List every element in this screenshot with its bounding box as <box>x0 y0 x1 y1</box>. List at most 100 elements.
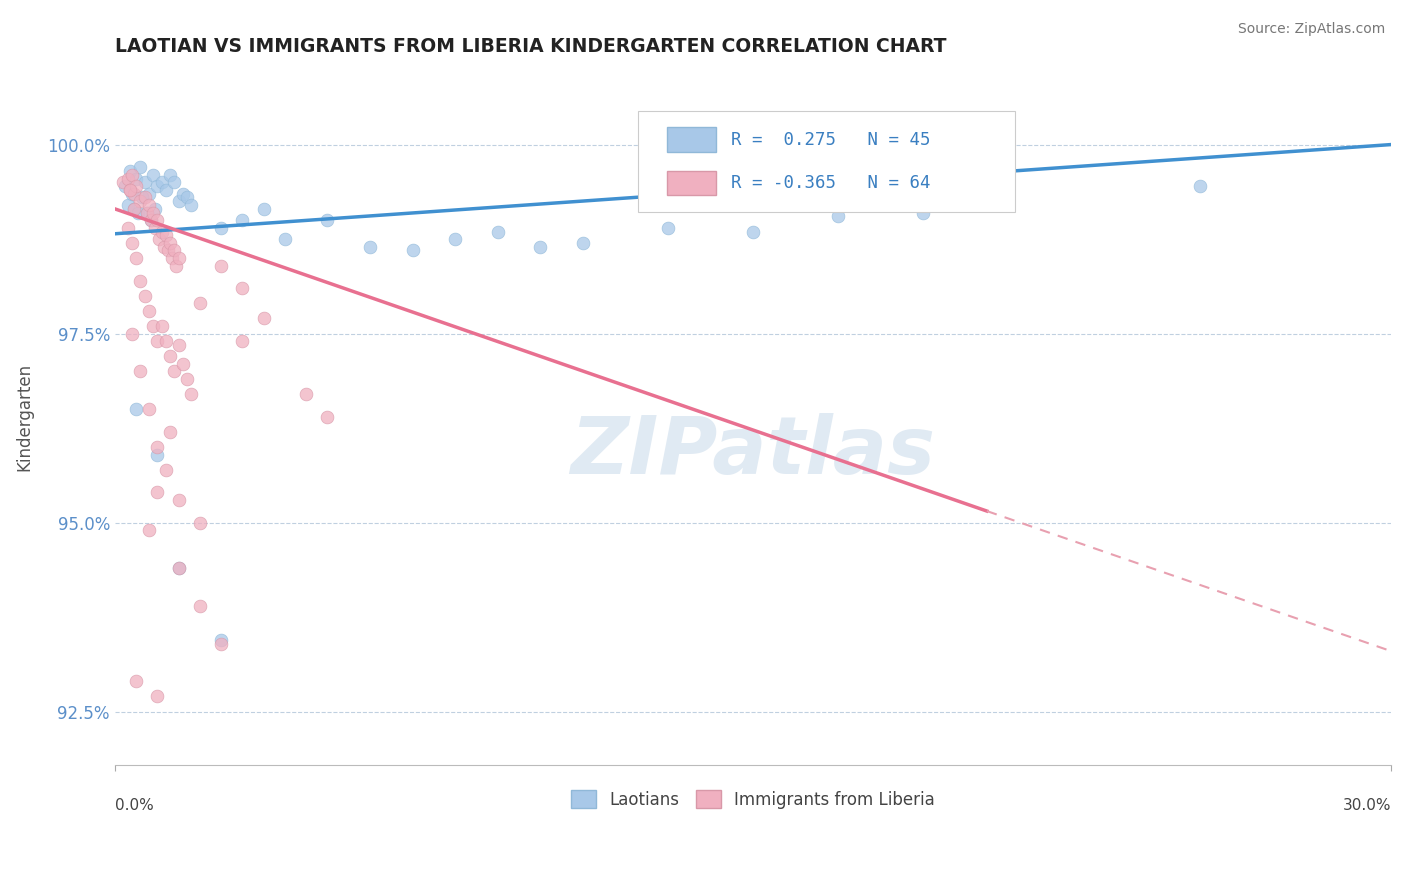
Point <box>135 205 157 219</box>
Point <box>163 244 186 258</box>
Point <box>155 334 177 348</box>
Point <box>172 186 194 201</box>
Point <box>188 599 211 613</box>
Point <box>138 402 160 417</box>
Text: LAOTIAN VS IMMIGRANTS FROM LIBERIA KINDERGARTEN CORRELATION CHART: LAOTIAN VS IMMIGRANTS FROM LIBERIA KINDE… <box>115 37 946 56</box>
Point <box>129 194 152 209</box>
Point <box>160 251 183 265</box>
Point <box>134 175 156 189</box>
Point <box>122 202 145 216</box>
Point <box>117 171 139 186</box>
FancyBboxPatch shape <box>638 111 1015 211</box>
Point <box>167 194 190 209</box>
Point <box>167 338 190 352</box>
Point <box>138 198 160 212</box>
Point <box>401 244 423 258</box>
Point <box>148 232 170 246</box>
Point <box>146 690 169 704</box>
Text: 0.0%: 0.0% <box>115 797 153 813</box>
Point <box>129 161 152 175</box>
Text: R = -0.365   N = 64: R = -0.365 N = 64 <box>731 174 931 192</box>
Point <box>231 281 253 295</box>
Point <box>125 674 148 689</box>
Point <box>209 259 232 273</box>
Point <box>121 168 143 182</box>
Point <box>827 210 849 224</box>
Point <box>167 561 190 575</box>
Point <box>156 244 179 258</box>
Point <box>134 289 156 303</box>
Point <box>912 205 935 219</box>
Point <box>155 463 177 477</box>
Point <box>122 202 145 216</box>
Point <box>163 364 186 378</box>
Bar <box>668 170 716 194</box>
Point <box>657 220 679 235</box>
Point <box>295 387 318 401</box>
Point <box>167 561 190 575</box>
Point <box>529 239 551 253</box>
Point <box>146 213 169 227</box>
Point <box>138 304 160 318</box>
Point <box>117 198 139 212</box>
Point <box>122 186 145 201</box>
Text: R =  0.275   N = 45: R = 0.275 N = 45 <box>731 130 931 149</box>
Point <box>131 190 153 204</box>
Point <box>142 318 165 333</box>
Point <box>167 251 190 265</box>
Point <box>134 190 156 204</box>
Point <box>127 205 149 219</box>
Point <box>159 168 181 182</box>
Point <box>125 251 148 265</box>
Point <box>159 235 181 250</box>
Point <box>138 523 160 537</box>
Point <box>138 186 160 201</box>
Point <box>121 235 143 250</box>
Point <box>117 220 139 235</box>
Point <box>159 349 181 363</box>
Point <box>142 168 165 182</box>
Point <box>152 239 174 253</box>
Point <box>571 235 593 250</box>
Point <box>188 516 211 530</box>
Bar <box>668 128 716 152</box>
Point <box>444 232 467 246</box>
Point <box>167 492 190 507</box>
Y-axis label: Kindergarten: Kindergarten <box>15 363 32 471</box>
Point <box>146 485 169 500</box>
Legend: Laotians, Immigrants from Liberia: Laotians, Immigrants from Liberia <box>564 784 942 815</box>
Point <box>172 357 194 371</box>
Point <box>180 198 202 212</box>
Point <box>359 239 381 253</box>
Point <box>125 402 148 417</box>
Point <box>143 202 166 216</box>
Point <box>997 198 1019 212</box>
Point <box>146 334 169 348</box>
Point <box>146 448 169 462</box>
Point <box>163 175 186 189</box>
Point <box>486 225 509 239</box>
Point <box>741 225 763 239</box>
Point <box>125 171 148 186</box>
Point <box>112 175 135 189</box>
Point <box>231 334 253 348</box>
Point <box>155 228 177 243</box>
Point <box>188 296 211 310</box>
Text: Source: ZipAtlas.com: Source: ZipAtlas.com <box>1237 22 1385 37</box>
Point <box>139 213 162 227</box>
Point <box>142 205 165 219</box>
Point <box>121 186 143 201</box>
Point <box>118 183 141 197</box>
Point <box>143 220 166 235</box>
Point <box>159 425 181 439</box>
Point <box>129 364 152 378</box>
Point <box>1188 179 1211 194</box>
Point <box>176 372 198 386</box>
Text: 30.0%: 30.0% <box>1343 797 1391 813</box>
Text: ZIPatlas: ZIPatlas <box>571 412 935 491</box>
Point <box>118 183 141 197</box>
Point <box>209 220 232 235</box>
Point <box>150 175 173 189</box>
Point <box>150 318 173 333</box>
Point <box>146 440 169 454</box>
